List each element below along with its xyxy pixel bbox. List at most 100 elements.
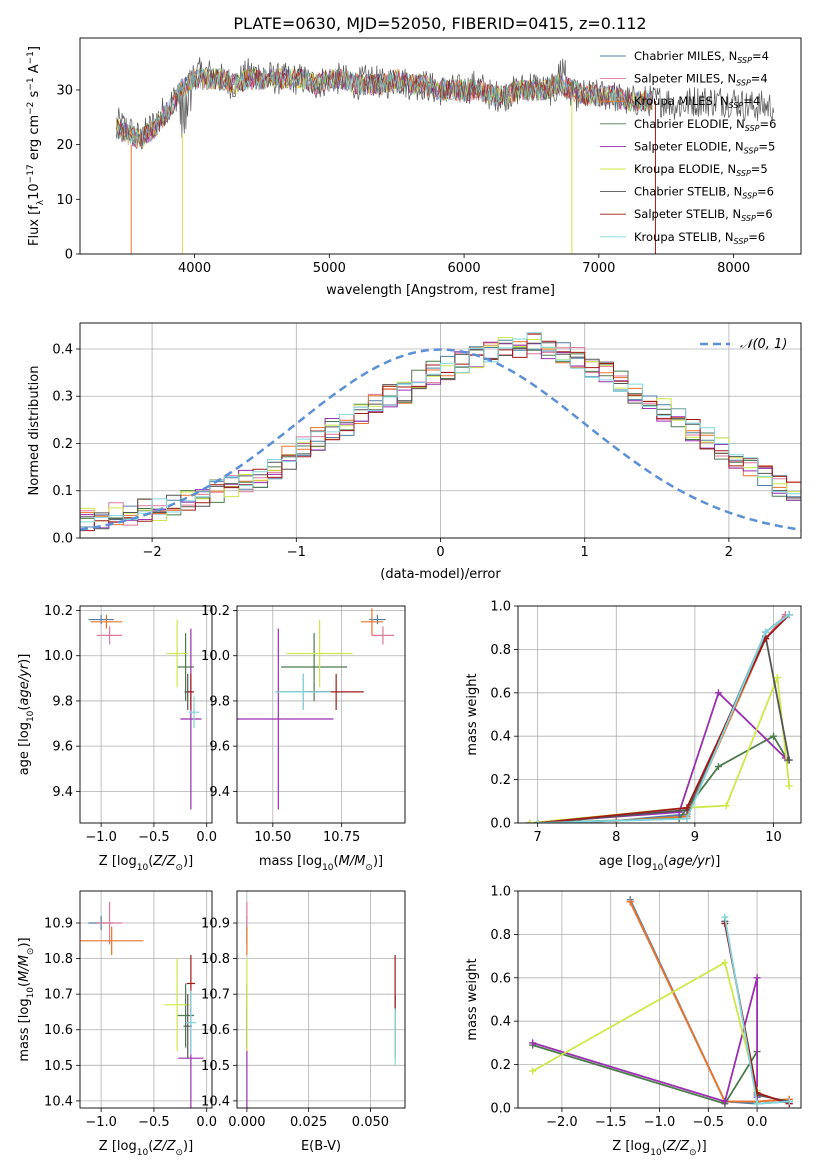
y-axis-label: mass weight bbox=[465, 673, 480, 755]
y-tick-label: 0 bbox=[65, 248, 73, 263]
y-tick-label: 0.4 bbox=[490, 1015, 511, 1030]
x-tick-label: 10 bbox=[765, 830, 782, 845]
errorbar-salpeter_miles bbox=[96, 901, 123, 945]
legend-label-kroupa_stelib: Kroupa STELIB, NSSP=6 bbox=[634, 230, 765, 246]
axes-frame bbox=[517, 605, 802, 824]
model-spectrum-kroupa_stelib bbox=[116, 67, 653, 147]
y-tick-label: 9.4 bbox=[209, 785, 230, 800]
plot-area-residuals bbox=[80, 332, 801, 538]
y-tick-label: 10.9 bbox=[44, 917, 73, 932]
panel-age_vs_Z: −1.0 −0.5 0.0 9.4 9.6 9.8 10.0 10.2 Z [log10(Z/Z… bbox=[17, 604, 217, 873]
legend-label-salpeter_miles: Salpeter MILES, NSSP=4 bbox=[634, 72, 768, 88]
errorbar-salpeter_miles bbox=[96, 626, 123, 645]
legend-label-chabrier_elodie: Chabrier ELODIE, NSSP=6 bbox=[634, 117, 776, 133]
errorbar-chabrier_elodie bbox=[177, 983, 195, 1048]
legend-label-normal: 𝒩(0, 1) bbox=[740, 337, 787, 352]
x-tick-label: −1.5 bbox=[595, 1115, 627, 1130]
plot-area-weight_vs_Z bbox=[529, 896, 793, 1108]
series-point-kroupa_stelib bbox=[683, 815, 691, 823]
y-tick-label: 9.6 bbox=[209, 740, 230, 755]
y-tick-label: 1.0 bbox=[490, 885, 511, 900]
y-tick-label: 0.8 bbox=[490, 643, 511, 658]
series-point-salpeter_elodie bbox=[753, 974, 761, 982]
x-tick-label: −2 bbox=[143, 545, 162, 560]
figure-title: PLATE=0630, MJD=52050, FIBERID=0415, z=0… bbox=[233, 14, 646, 33]
x-tick-label: 4000 bbox=[178, 261, 211, 276]
y-tick-label: 10.4 bbox=[44, 1094, 73, 1109]
series-point-chabrier_elodie bbox=[769, 732, 777, 740]
errorbar-kroupa_stelib bbox=[275, 673, 331, 710]
plot-area-age_vs_mass bbox=[237, 608, 394, 810]
y-axis-label: age [log10(age/yr)] bbox=[17, 654, 36, 776]
y-tick-label: 0.3 bbox=[52, 390, 73, 405]
plot-area-spectrum bbox=[116, 57, 775, 254]
errorbar-kroupa_elodie bbox=[286, 619, 353, 688]
series-point-kroupa_elodie bbox=[529, 1067, 537, 1075]
y-tick-label: 0.6 bbox=[490, 971, 511, 986]
y-tick-label: 10.4 bbox=[201, 1094, 230, 1109]
series-point-kroupa_elodie bbox=[785, 782, 793, 790]
series-point-salpeter_stelib bbox=[683, 804, 691, 812]
series-point-kroupa_elodie bbox=[721, 959, 729, 967]
y-tick-label: 1.0 bbox=[490, 600, 511, 615]
y-tick-label: 0.2 bbox=[490, 773, 511, 788]
y-tick-label: 20 bbox=[56, 138, 73, 153]
y-tick-label: 10.8 bbox=[201, 952, 230, 967]
y-axis-label: mass [log10(M/M⊙)] bbox=[17, 937, 36, 1061]
y-tick-label: 9.4 bbox=[52, 785, 73, 800]
x-tick-label: 8 bbox=[612, 830, 620, 845]
y-axis-label: Normed distribution bbox=[27, 366, 42, 496]
y-tick-label: 0.8 bbox=[490, 928, 511, 943]
plot-area-age_vs_Z bbox=[88, 615, 202, 810]
errorbar-salpeter_miles bbox=[371, 626, 394, 645]
legend-label-chabrier_stelib: Chabrier STELIB, NSSP=6 bbox=[634, 185, 774, 201]
y-tick-label: 0.2 bbox=[52, 437, 73, 452]
series-line-kroupa_miles bbox=[537, 614, 790, 823]
series-line-kroupa_miles bbox=[629, 901, 790, 1103]
y-tick-label: 10.0 bbox=[44, 649, 73, 664]
panel-weight_vs_Z: −2.0 −1.5 −1.0 −0.5 0.0 0.0 0.2 0.4 0.6 0.8 1.0 Z [… bbox=[465, 885, 802, 1158]
panel-mass_vs_ebv: 0.000 0.025 0.050 10.4 10.5 10.6 10.7 10.8 10.9 bbox=[201, 890, 406, 1130]
errorbar-salpeter_elodie bbox=[180, 628, 202, 810]
series-point-kroupa_stelib bbox=[785, 611, 793, 619]
x-tick-label: 10.75 bbox=[323, 830, 360, 845]
series-point-kroupa_stelib bbox=[785, 1097, 793, 1105]
x-tick-label: 7000 bbox=[582, 261, 615, 276]
series-point-kroupa_stelib bbox=[534, 819, 542, 823]
spectrum-legend: Chabrier MILES, NSSP=4 Salpeter MILES, NS… bbox=[600, 49, 776, 246]
series-point-kroupa_miles bbox=[626, 898, 634, 906]
x-tick-label: −0.5 bbox=[138, 830, 170, 845]
x-tick-label: −2.0 bbox=[546, 1115, 578, 1130]
x-tick-label: 7 bbox=[534, 830, 542, 845]
series-line-salpeter_elodie bbox=[529, 691, 786, 823]
errorbar-kroupa_elodie bbox=[164, 958, 190, 1052]
x-tick-label: −1.0 bbox=[85, 830, 117, 845]
x-tick-label: −0.5 bbox=[693, 1115, 725, 1130]
x-tick-label: 8000 bbox=[717, 261, 750, 276]
y-tick-label: 0.0 bbox=[490, 817, 511, 832]
series-line-salpeter_elodie bbox=[532, 977, 758, 1103]
series-point-kroupa_stelib bbox=[753, 1100, 761, 1108]
x-tick-label: 10.50 bbox=[254, 830, 291, 845]
y-tick-label: 10.5 bbox=[44, 1059, 73, 1074]
y-tick-label: 0.4 bbox=[52, 342, 73, 357]
x-tick-label: 0.050 bbox=[352, 1115, 389, 1130]
y-tick-label: 0.1 bbox=[52, 484, 73, 499]
panel-age_vs_mass: 10.50 10.75 9.4 9.6 9.8 10.0 10.2 mass [log10(M… bbox=[201, 604, 406, 873]
series-point-salpeter_elodie bbox=[721, 1097, 729, 1105]
x-axis-label: (data-model)/error bbox=[380, 567, 501, 582]
axes-frame bbox=[517, 890, 802, 1109]
x-tick-label: 2 bbox=[725, 545, 733, 560]
axes-frame bbox=[79, 322, 802, 539]
y-tick-label: 9.8 bbox=[52, 694, 73, 709]
x-tick-label: −1.0 bbox=[644, 1115, 676, 1130]
errorbar-salpeter_elodie bbox=[237, 628, 334, 810]
legend-label-chabrier_miles: Chabrier MILES, NSSP=4 bbox=[634, 49, 769, 65]
y-tick-label: 0.2 bbox=[490, 1058, 511, 1073]
x-axis-label: Z [log10(Z/Z⊙)] bbox=[99, 854, 193, 873]
legend-label-salpeter_stelib: Salpeter STELIB, NSSP=6 bbox=[634, 207, 773, 223]
x-tick-label: 6000 bbox=[448, 261, 481, 276]
y-tick-label: 0.0 bbox=[52, 532, 73, 547]
series-point-salpeter_elodie bbox=[529, 1039, 537, 1047]
